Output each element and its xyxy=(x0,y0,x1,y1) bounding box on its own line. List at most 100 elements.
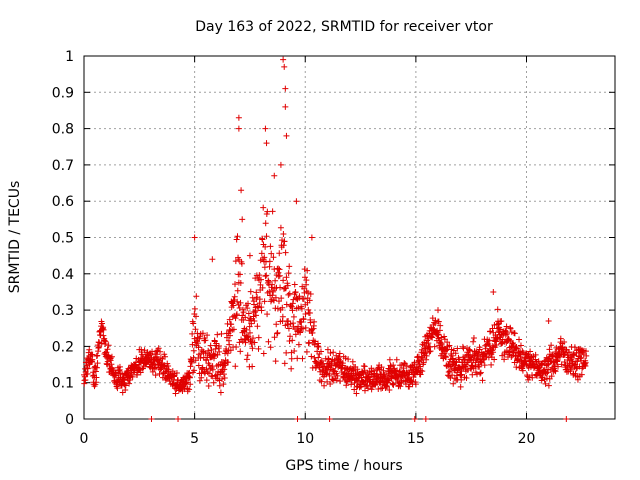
data-point xyxy=(165,366,172,373)
data-point xyxy=(122,387,129,394)
data-point xyxy=(306,310,313,317)
data-point xyxy=(89,351,96,358)
data-point xyxy=(217,389,224,396)
data-point xyxy=(221,375,228,382)
data-point xyxy=(209,256,216,263)
x-axis-label: GPS time / hours xyxy=(285,458,402,474)
data-point xyxy=(107,355,114,362)
data-point xyxy=(422,349,429,356)
data-point xyxy=(473,371,480,378)
data-point xyxy=(243,326,250,333)
x-tick-label: 0 xyxy=(80,431,89,447)
data-point xyxy=(305,289,312,296)
data-point xyxy=(260,204,267,211)
data-point xyxy=(191,234,198,241)
data-point xyxy=(285,270,292,277)
data-point xyxy=(222,362,229,369)
data-point xyxy=(285,291,292,298)
data-point xyxy=(277,284,284,291)
data-point xyxy=(412,381,419,388)
data-point xyxy=(239,216,246,223)
axis-ticks: 00.10.20.30.40.50.60.70.80.910 5 10 15 20 xyxy=(52,49,615,447)
data-point xyxy=(334,372,341,379)
data-point xyxy=(263,233,270,240)
data-point xyxy=(316,364,323,371)
data-point xyxy=(263,140,270,147)
data-point xyxy=(95,345,102,352)
data-point xyxy=(561,339,568,346)
data-point xyxy=(220,381,227,388)
y-tick-label: 0.1 xyxy=(52,376,74,392)
data-point xyxy=(233,343,240,350)
data-point xyxy=(288,303,295,310)
data-point xyxy=(253,312,260,319)
data-point xyxy=(325,355,332,362)
data-point xyxy=(239,312,246,319)
data-point xyxy=(251,301,258,308)
data-point xyxy=(203,366,210,373)
data-point xyxy=(129,373,136,380)
data-point xyxy=(324,346,331,353)
data-point xyxy=(573,365,580,372)
data-point xyxy=(126,376,133,383)
data-point xyxy=(428,333,435,340)
data-point xyxy=(288,355,295,362)
data-point xyxy=(190,320,197,327)
data-point xyxy=(307,319,314,326)
data-point xyxy=(281,238,288,245)
data-point xyxy=(269,281,276,288)
data-point xyxy=(446,342,453,349)
data-point xyxy=(302,324,309,331)
data-point xyxy=(458,376,465,383)
data-point xyxy=(273,321,280,328)
data-point xyxy=(280,277,287,284)
data-point xyxy=(282,249,289,256)
data-point xyxy=(346,366,353,373)
data-point xyxy=(249,335,256,342)
data-point xyxy=(393,356,400,363)
data-point xyxy=(165,362,172,369)
data-point xyxy=(154,351,161,358)
data-point xyxy=(205,347,212,354)
data-point xyxy=(268,250,275,257)
data-point xyxy=(285,325,292,332)
data-point xyxy=(281,63,288,70)
data-point xyxy=(330,349,337,356)
data-point xyxy=(441,350,448,357)
data-point xyxy=(291,348,298,355)
data-point xyxy=(435,335,442,342)
data-point xyxy=(237,299,244,306)
data-point xyxy=(469,362,476,369)
data-point xyxy=(419,368,426,375)
data-point xyxy=(104,346,111,353)
data-point xyxy=(279,313,286,320)
data-point xyxy=(157,348,164,355)
data-point xyxy=(267,243,274,250)
data-point xyxy=(563,416,570,422)
data-point xyxy=(235,125,242,132)
y-tick-label: 1 xyxy=(65,49,74,65)
data-point xyxy=(423,356,430,363)
data-point xyxy=(324,378,331,385)
data-point xyxy=(397,383,404,390)
data-point xyxy=(290,313,297,320)
data-point xyxy=(555,363,562,370)
data-point xyxy=(136,361,143,368)
data-point xyxy=(551,367,558,374)
data-point xyxy=(498,340,505,347)
data-point xyxy=(508,354,515,361)
data-point xyxy=(191,305,198,312)
data-point xyxy=(147,351,154,358)
data-point xyxy=(254,323,261,330)
data-point xyxy=(568,365,575,372)
data-point xyxy=(226,316,233,323)
grid xyxy=(84,56,615,419)
data-point xyxy=(378,364,385,371)
data-point xyxy=(294,355,301,362)
data-point xyxy=(422,416,429,422)
data-point xyxy=(561,359,568,366)
data-point xyxy=(366,379,373,386)
data-point xyxy=(108,361,115,368)
y-tick-label: 0.3 xyxy=(52,303,74,319)
